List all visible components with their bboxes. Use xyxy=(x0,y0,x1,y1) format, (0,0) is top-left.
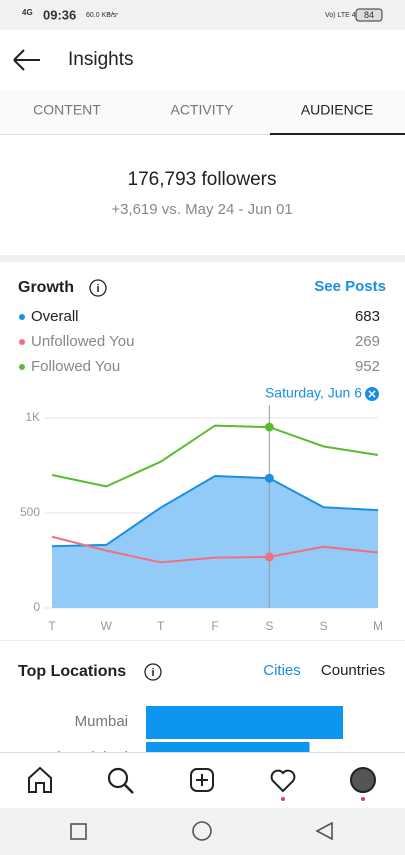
info-glyph: i xyxy=(151,667,154,679)
series-line xyxy=(51,424,379,488)
status-bar xyxy=(0,0,405,30)
location-label: Ahmedabad xyxy=(47,749,128,766)
series-line xyxy=(51,535,379,564)
location-bar xyxy=(146,742,310,752)
y-tick-label: 500 xyxy=(20,505,40,519)
speed: 60.0 KB/s xyxy=(86,12,117,19)
notification-dot xyxy=(281,797,285,801)
section-title: Top Locations xyxy=(18,663,126,680)
search-icon[interactable] xyxy=(107,767,129,789)
see-posts[interactable]: See Posts xyxy=(314,278,386,295)
legend-label: Overall xyxy=(31,308,79,325)
x-tick-label: F xyxy=(211,619,218,633)
battery-level: 84 xyxy=(364,10,374,20)
home-button[interactable] xyxy=(192,821,212,841)
marker xyxy=(264,473,274,483)
legend-dot xyxy=(19,339,25,345)
battery xyxy=(355,8,383,22)
info-glyph: i xyxy=(96,283,99,295)
recents-button[interactable] xyxy=(70,823,87,840)
page-title: Insights xyxy=(68,49,133,70)
legend-label: Followed You xyxy=(31,358,120,375)
notification-dot xyxy=(361,797,365,801)
tab-active[interactable]: AUDIENCE xyxy=(301,102,373,118)
legend-value: 952 xyxy=(355,358,380,375)
info-icon[interactable] xyxy=(144,663,162,681)
separator xyxy=(0,255,405,262)
dots: ··· xyxy=(107,6,119,20)
location-tab[interactable]: Countries xyxy=(321,662,385,679)
legend-value: 269 xyxy=(355,333,380,350)
back-button[interactable] xyxy=(13,49,40,71)
followers-change: +3,619 vs. May 24 - Jun 01 xyxy=(111,201,292,218)
followers: 176,793 followers xyxy=(128,169,277,190)
header xyxy=(0,30,405,90)
x-tick-label: T xyxy=(157,619,165,633)
y-tick-label: 0 xyxy=(33,600,40,614)
location-bar xyxy=(146,706,343,739)
tab-indicator xyxy=(270,133,405,135)
system-nav xyxy=(0,808,405,855)
x-tick-label: S xyxy=(265,619,273,633)
tabs xyxy=(0,90,405,135)
clear-glyph xyxy=(368,390,376,398)
section-title: Growth xyxy=(18,279,74,296)
tab[interactable]: CONTENT xyxy=(33,102,101,118)
x-tick-label: W xyxy=(101,619,113,633)
home-icon[interactable] xyxy=(28,766,52,793)
marker xyxy=(264,552,274,562)
time: 09:36 xyxy=(43,7,76,22)
legend-dot xyxy=(19,364,25,370)
add-icon[interactable] xyxy=(190,768,214,792)
area xyxy=(52,475,378,608)
activity-icon[interactable] xyxy=(270,769,296,793)
back-system-button[interactable] xyxy=(315,821,333,841)
info-icon[interactable] xyxy=(89,279,107,297)
x-tick-label: M xyxy=(373,619,383,633)
location-tab[interactable]: Cities xyxy=(263,662,301,679)
growth-chart: 0 500 1K T W T F S S M xyxy=(20,405,383,633)
legend-dot xyxy=(19,314,25,320)
y-tick-label: 1K xyxy=(25,410,40,424)
cursor-label: Saturday, Jun 6 xyxy=(265,385,362,401)
location-label: Mumbai xyxy=(75,713,128,730)
tab[interactable]: ACTIVITY xyxy=(170,102,234,118)
network: 4G xyxy=(22,8,33,17)
search-handle xyxy=(124,784,134,794)
marker xyxy=(264,422,274,432)
legend-value: 683 xyxy=(355,308,380,325)
signal: Vo) LTE 4G xyxy=(325,12,361,19)
profile-icon[interactable] xyxy=(350,767,376,793)
series-line xyxy=(51,474,379,548)
locations-chart: Mumbai Ahmedabad xyxy=(47,706,343,766)
add-glyph xyxy=(196,774,208,786)
legend-label: Unfollowed You xyxy=(31,333,134,350)
x-tick-label: T xyxy=(48,619,56,633)
x-tick-label: S xyxy=(320,619,328,633)
